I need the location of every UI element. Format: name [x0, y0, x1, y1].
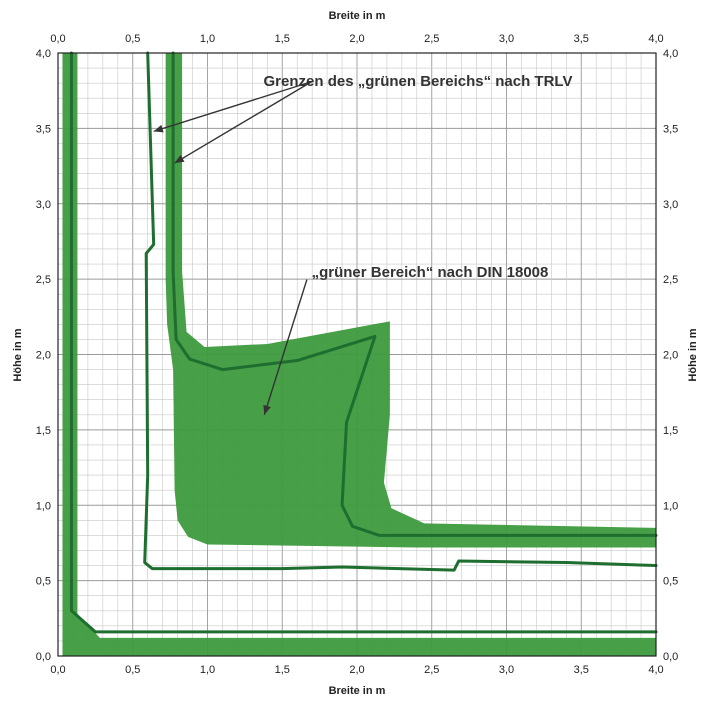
x-tick-label-top: 3,0	[499, 33, 514, 45]
annotation-arrow-line	[174, 81, 313, 164]
y-tick-label-left: 1,5	[36, 425, 51, 437]
green-area	[62, 53, 657, 656]
y-tick-label-right: 3,0	[663, 199, 678, 211]
trlv-boundary-line-1	[69, 51, 658, 634]
x-tick-label-top: 0,0	[50, 33, 65, 45]
y-tick-label-left: 0,5	[36, 576, 51, 588]
boundary-lines	[69, 51, 658, 634]
tick-labels: 0,00,00,50,51,01,01,51,52,02,02,52,53,03…	[36, 33, 679, 676]
y-tick-label-left: 3,0	[36, 199, 51, 211]
y-tick-label-left: 4,0	[36, 48, 51, 60]
annotation-arrows	[153, 80, 313, 416]
trlv-boundary-line-2	[143, 51, 658, 572]
x-tick-label-top: 1,0	[200, 33, 215, 45]
x-tick-label-top: 2,0	[349, 33, 364, 45]
x-tick-label-bottom: 2,5	[424, 664, 439, 676]
x-axis-title-bottom: Breite in m	[329, 685, 386, 697]
annotation-arrowhead	[263, 404, 271, 415]
y-tick-label-right: 1,5	[663, 425, 678, 437]
annotation-arrow-line	[263, 279, 308, 416]
annotation-din: „grüner Bereich“ nach DIN 18008	[312, 264, 549, 281]
y-tick-label-left: 2,5	[36, 274, 51, 286]
x-tick-label-top: 0,5	[125, 33, 140, 45]
x-tick-label-top: 1,5	[275, 33, 290, 45]
y-tick-label-left: 1,0	[36, 500, 51, 512]
y-tick-label-right: 2,5	[663, 274, 678, 286]
y-tick-label-right: 4,0	[663, 48, 678, 60]
green-area-shape-1	[165, 53, 656, 548]
y-tick-label-left: 0,0	[36, 651, 51, 663]
y-tick-label-right: 0,0	[663, 651, 678, 663]
trlv-boundary-line-3	[171, 51, 658, 537]
x-tick-label-bottom: 1,0	[200, 664, 215, 676]
annotation-arrowhead	[174, 154, 185, 164]
y-tick-label-right: 2,0	[663, 350, 678, 362]
x-tick-label-top: 2,5	[424, 33, 439, 45]
plot-frame	[57, 52, 657, 657]
annotation-arrow-line	[153, 80, 312, 133]
annotation-arrowhead	[153, 124, 164, 133]
x-tick-label-bottom: 0,5	[125, 664, 140, 676]
x-tick-label-bottom: 4,0	[648, 664, 663, 676]
annotation-trlv: Grenzen des „grünen Bereichs“ nach TRLV	[264, 73, 573, 90]
y-tick-label-right: 0,5	[663, 576, 678, 588]
y-axis-title-left: Höhe in m	[12, 328, 24, 381]
x-tick-label-top: 4,0	[648, 33, 663, 45]
x-tick-label-top: 3,5	[574, 33, 589, 45]
x-tick-label-bottom: 1,5	[275, 664, 290, 676]
y-axis-title-right: Höhe in m	[687, 328, 699, 381]
x-tick-label-bottom: 3,5	[574, 664, 589, 676]
x-tick-label-bottom: 2,0	[349, 664, 364, 676]
x-tick-label-bottom: 0,0	[50, 664, 65, 676]
y-tick-label-left: 2,0	[36, 350, 51, 362]
y-tick-label-right: 3,5	[663, 123, 678, 135]
x-axis-title-top: Breite in m	[329, 10, 386, 22]
y-tick-label-left: 3,5	[36, 123, 51, 135]
y-tick-label-right: 1,0	[663, 500, 678, 512]
x-tick-label-bottom: 3,0	[499, 664, 514, 676]
